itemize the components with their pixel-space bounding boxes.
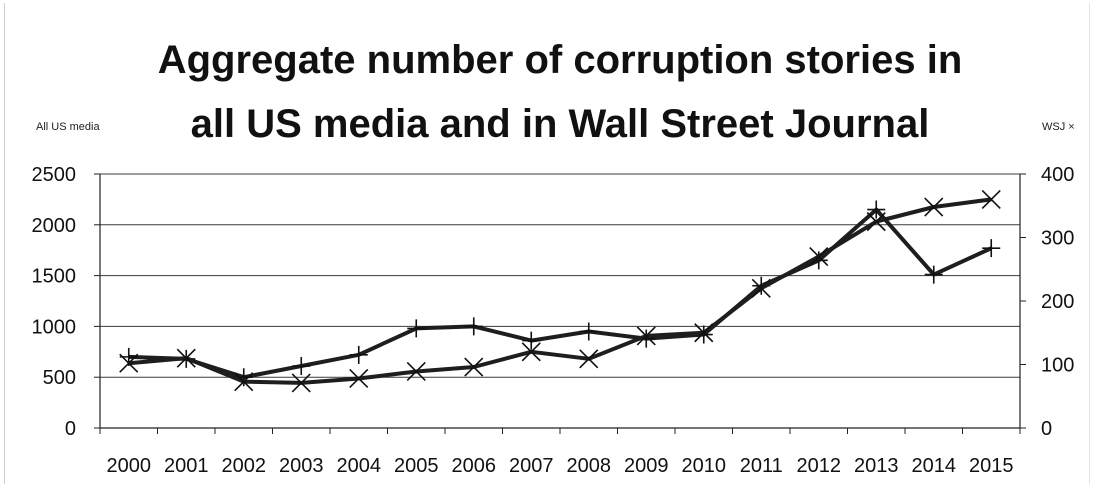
x-tick-label: 2002 (222, 455, 267, 477)
x-tick-label: 2009 (624, 455, 669, 477)
data-point-plus (580, 322, 598, 340)
data-point-plus (982, 239, 1000, 257)
left-tick-label: 0 (65, 418, 76, 440)
series-line-all-us-media (129, 210, 992, 378)
x-tick-label: 2010 (682, 455, 727, 477)
x-tick-label: 2005 (394, 455, 439, 477)
x-tick-label: 2008 (567, 455, 612, 477)
right-tick-label: 400 (1041, 164, 1074, 186)
right-tick-label: 0 (1041, 418, 1052, 440)
x-tick-label: 2011 (740, 455, 783, 477)
x-tick-label: 2014 (912, 455, 957, 477)
data-point-plus (350, 346, 368, 364)
data-point-plus (407, 319, 425, 337)
x-tick-label: 2013 (854, 455, 899, 477)
left-tick-label: 500 (43, 367, 76, 389)
x-tick-label: 2004 (337, 455, 382, 477)
series-line-wsj (129, 199, 992, 383)
data-point-plus (292, 357, 310, 375)
left-tick-label: 2000 (32, 215, 77, 237)
data-point-plus (465, 317, 483, 335)
right-tick-label: 300 (1041, 228, 1074, 250)
right-tick-label: 200 (1041, 291, 1074, 313)
x-tick-label: 2015 (969, 455, 1014, 477)
x-tick-label: 2003 (279, 455, 324, 477)
right-tick-label: 100 (1041, 355, 1074, 377)
x-tick-label: 2001 (164, 455, 209, 477)
left-tick-label: 1000 (32, 316, 77, 338)
x-tick-label: 2000 (107, 455, 152, 477)
left-tick-label: 1500 (32, 266, 77, 288)
x-tick-label: 2012 (797, 455, 842, 477)
left-tick-label: 2500 (32, 164, 77, 186)
x-tick-label: 2007 (509, 455, 554, 477)
x-tick-label: 2006 (452, 455, 497, 477)
data-point-plus (522, 332, 540, 350)
